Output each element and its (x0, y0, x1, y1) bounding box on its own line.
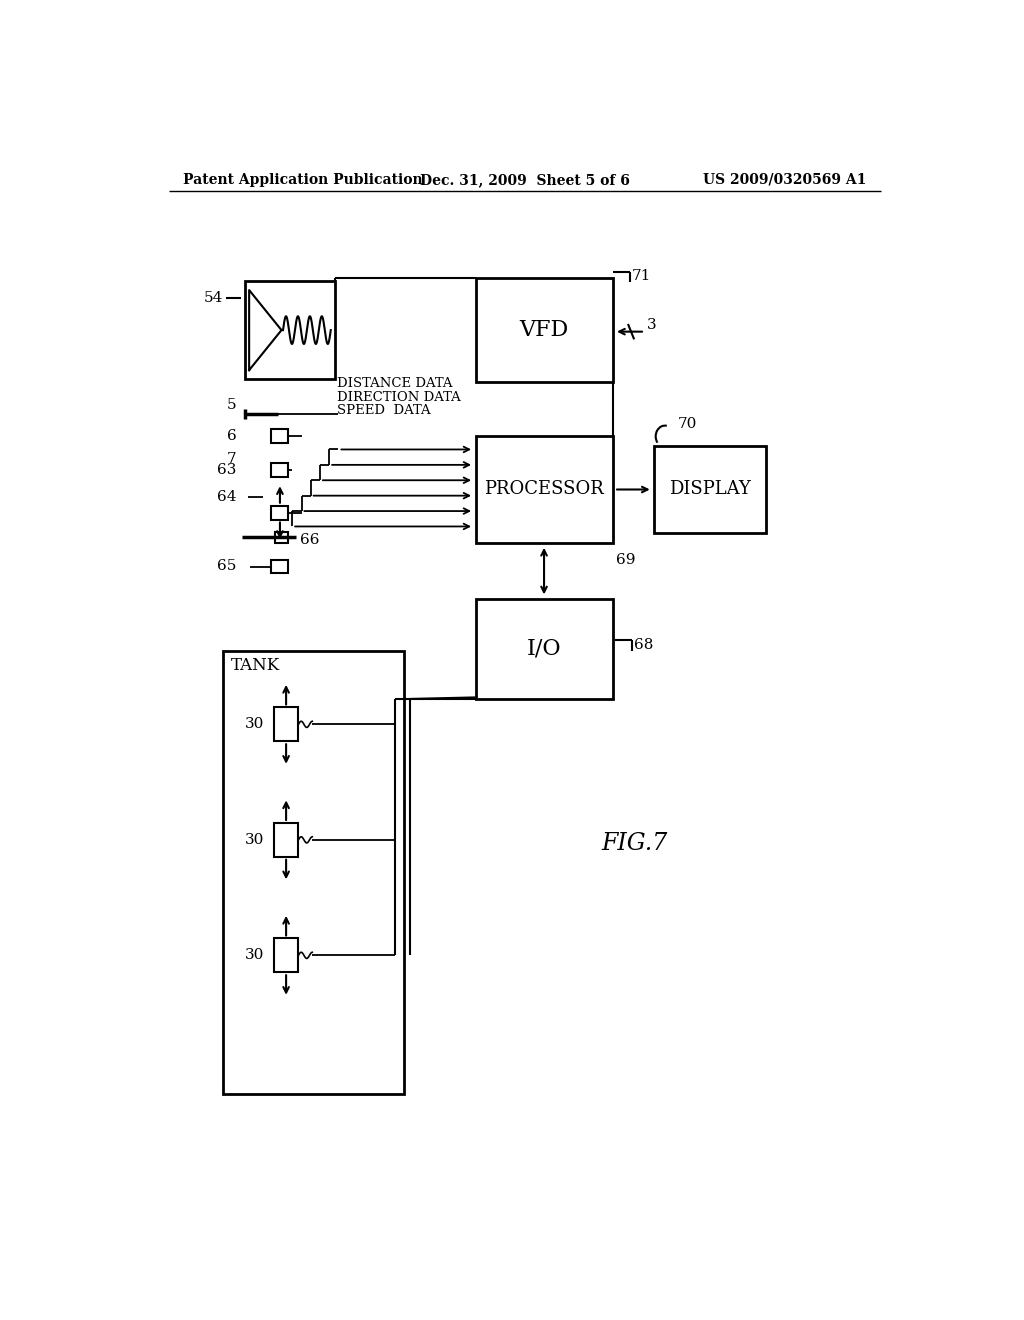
Text: TANK: TANK (230, 656, 280, 673)
Text: US 2009/0320569 A1: US 2009/0320569 A1 (703, 173, 866, 187)
Bar (475, 277, 612, 381)
Text: DISPLAY: DISPLAY (669, 480, 751, 499)
Bar (245, 281, 336, 379)
Text: SPEED  DATA: SPEED DATA (337, 404, 430, 417)
Text: 66: 66 (300, 532, 319, 546)
Text: 7: 7 (227, 451, 237, 466)
Bar (271, 560, 289, 573)
Text: Dec. 31, 2009  Sheet 5 of 6: Dec. 31, 2009 Sheet 5 of 6 (420, 173, 630, 187)
Text: 30: 30 (245, 717, 264, 731)
Text: 70: 70 (677, 417, 696, 432)
Bar (654, 446, 766, 533)
Text: PROCESSOR: PROCESSOR (484, 480, 604, 499)
Text: DISTANCE DATA: DISTANCE DATA (337, 376, 453, 389)
Text: DIRECTION DATA: DIRECTION DATA (337, 391, 461, 404)
Text: Patent Application Publication: Patent Application Publication (183, 173, 423, 187)
Bar (271, 463, 289, 478)
Text: 54: 54 (204, 290, 223, 305)
Bar (273, 708, 298, 742)
Bar (271, 429, 289, 442)
Text: 5: 5 (227, 397, 237, 412)
Bar (475, 599, 612, 700)
Text: 69: 69 (616, 553, 636, 568)
Text: 64: 64 (217, 490, 237, 504)
Text: I/O: I/O (526, 638, 561, 660)
Text: 3: 3 (646, 318, 656, 333)
Text: 68: 68 (634, 638, 653, 652)
Bar (271, 506, 289, 520)
Text: FIG.7: FIG.7 (602, 832, 668, 855)
Text: 30: 30 (245, 833, 264, 847)
Bar (273, 822, 298, 857)
Bar (475, 436, 612, 544)
Bar (275, 532, 288, 543)
Bar (223, 651, 403, 1094)
Text: 6: 6 (227, 429, 237, 442)
Text: VFD: VFD (519, 318, 568, 341)
Text: 65: 65 (217, 560, 237, 573)
Text: 30: 30 (245, 948, 264, 962)
Bar (273, 939, 298, 973)
Text: 71: 71 (632, 269, 651, 284)
Text: 63: 63 (217, 463, 237, 478)
